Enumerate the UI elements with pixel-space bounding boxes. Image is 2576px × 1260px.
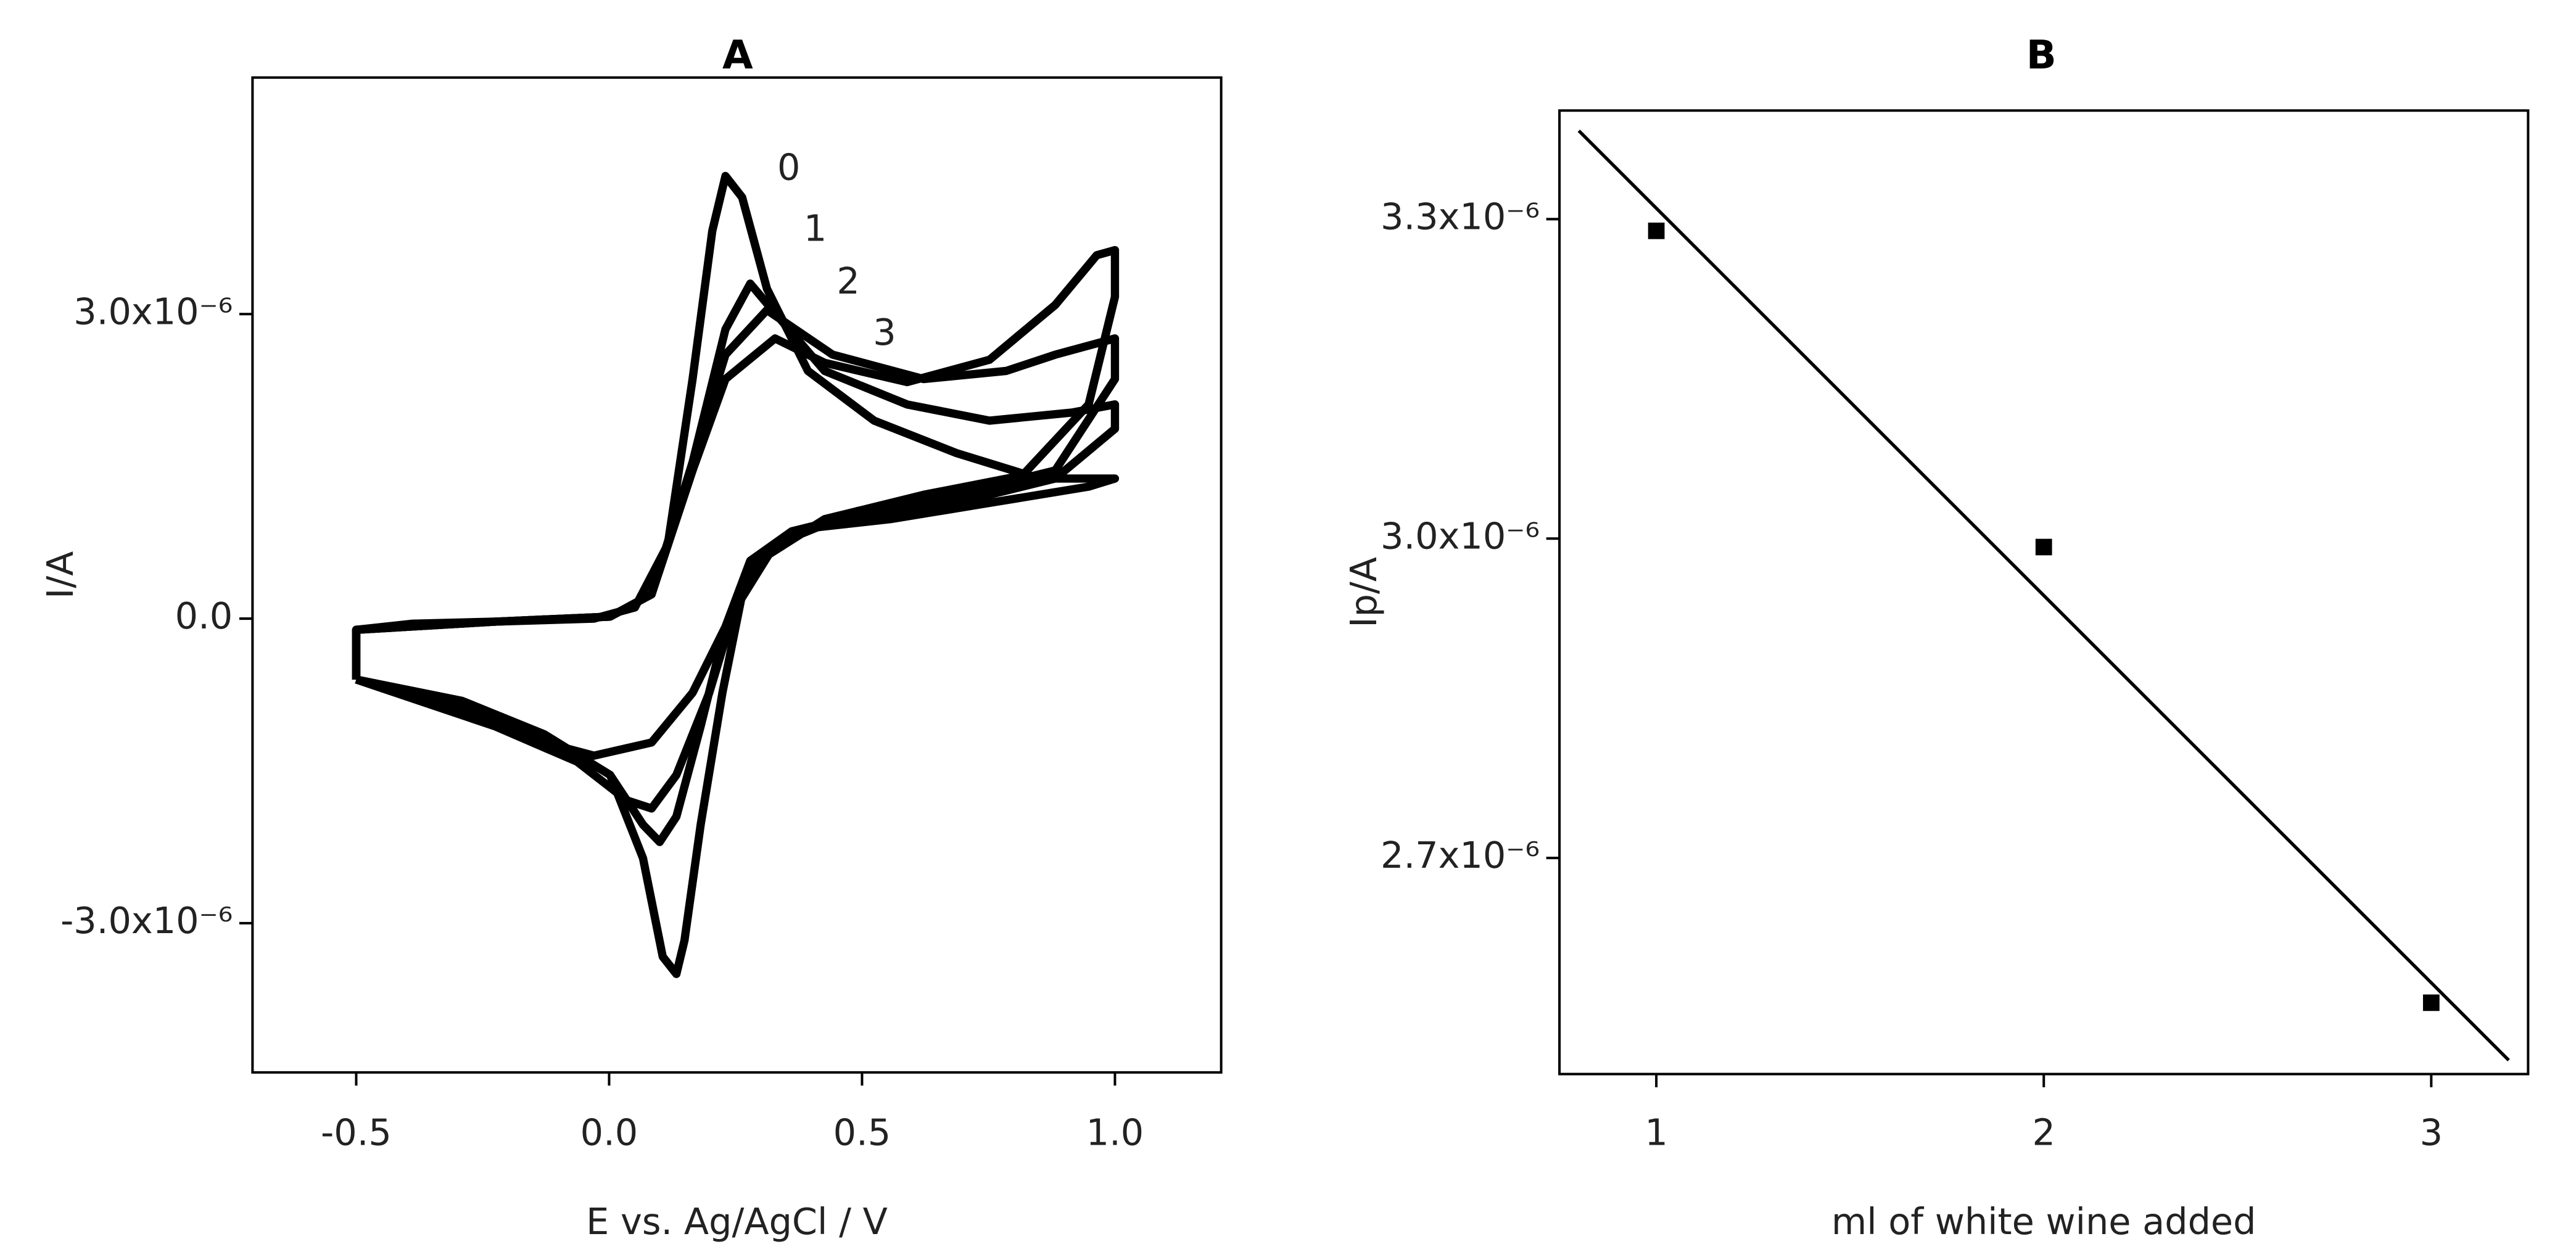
cv-curve <box>352 245 1120 760</box>
y-tick-label: 3.0x10⁻⁶ <box>73 290 233 332</box>
data-point <box>2422 994 2440 1011</box>
data-point <box>2035 538 2052 556</box>
y-axis-label: I/A <box>39 551 81 599</box>
curve-label: 3 <box>873 311 896 353</box>
curve-label: 0 <box>777 146 800 189</box>
chart-title: A <box>722 32 753 78</box>
cv-curve <box>352 305 1120 813</box>
cv-curve <box>352 171 1120 978</box>
y-axis-label: Ip/A <box>1342 557 1385 628</box>
plot-frame <box>251 76 1223 1074</box>
y-tick-label: -3.0x10⁻⁶ <box>60 899 233 942</box>
y-tick-label: 3.3x10⁻⁶ <box>1381 195 1540 237</box>
fit-line <box>1577 130 2510 1061</box>
x-tick-label: 1 <box>1645 1111 1667 1154</box>
curve-label: 2 <box>836 260 859 302</box>
x-tick-label: 0.5 <box>833 1111 891 1154</box>
y-tick-label: 0.0 <box>175 595 233 637</box>
data-point <box>1648 222 1665 239</box>
x-tick-label: 0.0 <box>580 1111 638 1154</box>
curve-label: 1 <box>804 207 827 250</box>
y-tick-label: 2.7x10⁻⁶ <box>1381 834 1540 876</box>
chart-title: B <box>2026 32 2057 78</box>
x-axis-label: ml of white wine added <box>1831 1200 2256 1243</box>
x-tick-label: 1.0 <box>1086 1111 1144 1154</box>
y-tick-label: 3.0x10⁻⁶ <box>1381 514 1540 557</box>
x-tick-label: 2 <box>2032 1111 2055 1154</box>
x-axis-label: E vs. Ag/AgCl / V <box>586 1200 888 1243</box>
x-tick-label: -0.5 <box>321 1111 392 1154</box>
x-tick-label: 3 <box>2420 1111 2443 1154</box>
